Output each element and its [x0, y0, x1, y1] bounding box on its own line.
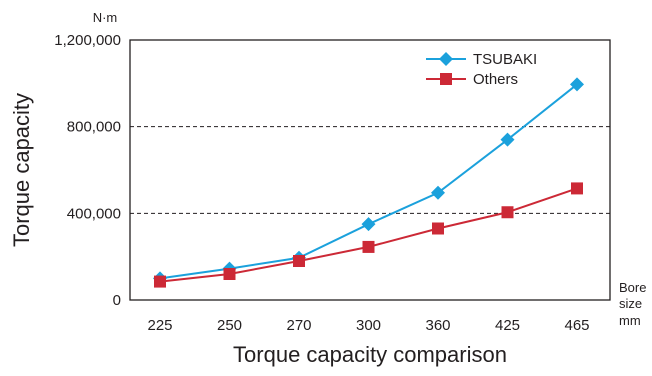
x-unit-line-2: size	[619, 296, 642, 311]
legend: TSUBAKI Others	[426, 51, 537, 88]
series-1-point-6	[571, 182, 583, 195]
x-tick-label-3: 300	[356, 317, 381, 334]
series-layer	[153, 77, 584, 288]
series-1-point-5	[501, 206, 514, 219]
plot-frame	[129, 39, 611, 301]
y-tick-label-0: 0	[113, 292, 121, 309]
series-1-point-2	[293, 255, 305, 267]
series-0-point-6	[570, 77, 584, 92]
series-0-point-4	[431, 185, 445, 200]
x-unit-label: Bore size mm	[619, 280, 646, 328]
series-1-point-1	[223, 268, 236, 280]
series-1-point-4	[432, 222, 444, 235]
y-axis-title: Torque capacity	[9, 93, 34, 247]
series-1	[154, 182, 583, 288]
legend-label-0: TSUBAKI	[473, 51, 537, 68]
x-tick-label-0: 225	[147, 317, 172, 334]
y-unit-label: N·m	[93, 10, 118, 25]
y-tick-label-3: 1,200,000	[54, 32, 121, 49]
series-line-1	[159, 187, 578, 283]
x-unit-line-3: mm	[619, 313, 641, 328]
x-unit-line-1: Bore	[619, 280, 646, 295]
x-tick-label-4: 360	[425, 317, 450, 334]
x-tick-label-1: 250	[217, 317, 242, 334]
legend-marker-0	[439, 52, 453, 66]
grid-layer	[130, 126, 610, 214]
series-1-point-0	[154, 275, 166, 288]
legend-label-1: Others	[473, 71, 518, 88]
legend-marker-1	[440, 73, 452, 85]
x-tick-label-5: 425	[495, 317, 520, 334]
series-0-point-5	[500, 132, 515, 147]
series-0	[153, 77, 584, 286]
x-axis-title: Torque capacity comparison	[233, 342, 507, 367]
y-tick-labels: 0 400,000 800,000 1,200,000	[54, 32, 121, 309]
x-tick-label-2: 270	[286, 317, 311, 334]
x-tick-labels: 225 250 270 300 360 425 465	[147, 317, 589, 334]
series-1-point-3	[362, 240, 375, 253]
y-tick-label-2: 800,000	[67, 119, 121, 136]
x-tick-label-6: 465	[564, 317, 589, 334]
y-tick-label-1: 400,000	[67, 205, 121, 222]
series-0-point-3	[361, 217, 376, 232]
